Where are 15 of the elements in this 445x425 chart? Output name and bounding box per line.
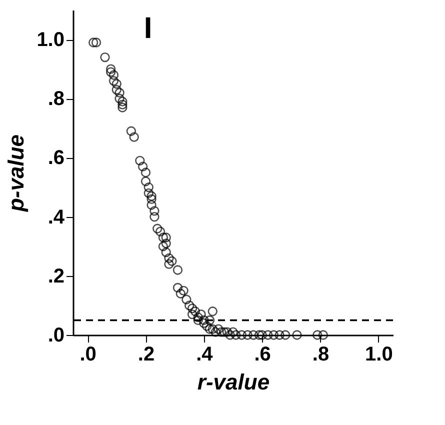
x-tick-label: .6 (254, 344, 271, 366)
y-tick-label: .0 (48, 324, 64, 346)
x-tick-label: 1.0 (365, 344, 393, 366)
y-tick-label: .4 (48, 206, 66, 228)
y-tick-label: .8 (48, 88, 64, 110)
y-tick-label: .2 (48, 265, 64, 288)
y-tick-label: .6 (48, 147, 64, 170)
y-tick-label: 1.0 (36, 29, 64, 52)
annotation: I (144, 12, 152, 45)
x-tick-label: .8 (312, 344, 330, 366)
x-tick-label: .4 (196, 344, 214, 366)
x-tick-label: .0 (80, 344, 96, 366)
x-axis-title: r-value (197, 370, 270, 394)
y-axis-title: p-value (4, 134, 29, 213)
x-tick-label: .2 (138, 344, 155, 366)
